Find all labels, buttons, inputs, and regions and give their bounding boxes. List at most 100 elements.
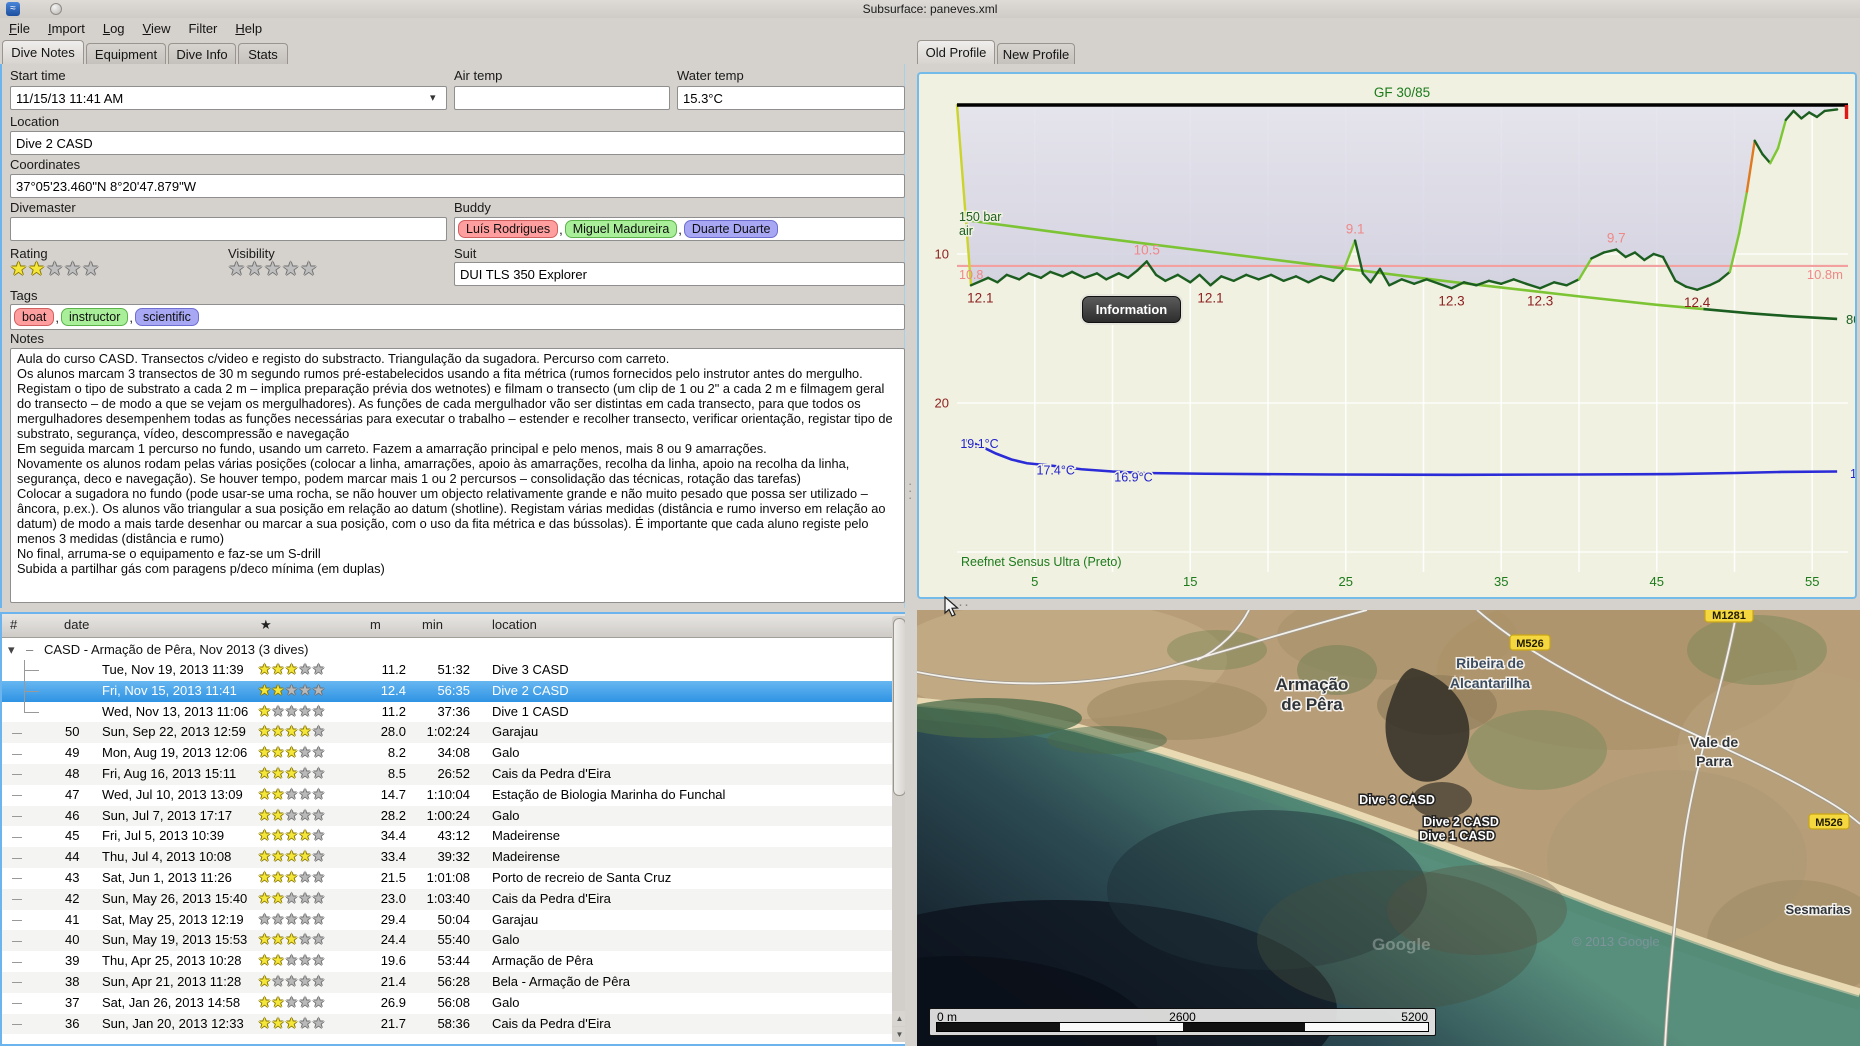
star-icon[interactable]: ★ xyxy=(46,259,65,280)
scale-segments xyxy=(936,1022,1429,1032)
menu-file[interactable]: File xyxy=(9,21,30,36)
buddy-field[interactable]: Luís Rodrigues, Miguel Madureira, Duarte D… xyxy=(454,217,905,241)
column-location[interactable]: location xyxy=(492,617,537,632)
tab-equipment[interactable]: Equipment xyxy=(86,43,166,64)
star-icon[interactable]: ★ xyxy=(10,259,29,280)
dive-duration: 55:40 xyxy=(437,932,470,948)
menu-view[interactable]: View xyxy=(142,21,171,36)
menu-import[interactable]: Import xyxy=(47,21,85,36)
dive-date: Sun, May 26, 2013 15:40 xyxy=(102,890,248,906)
map-place-label: Parra xyxy=(1696,753,1732,769)
dive-rating: ★★★★★ xyxy=(258,930,358,951)
dive-rating: ★★★★★ xyxy=(258,889,358,910)
dive-row[interactable]: 47 Wed, Jul 10, 2013 13:09 ★★★★★ 14.7 1:10:0… xyxy=(2,784,909,806)
tag-pill[interactable]: scientific xyxy=(135,308,199,326)
star-icon: ★ xyxy=(258,953,272,970)
dive-row[interactable]: 40 Sun, May 19, 2013 15:53 ★★★★★ 24.4 55:40 G… xyxy=(2,930,909,952)
star-icon[interactable]: ★ xyxy=(246,259,265,280)
dive-site-label: Dive 2 CASD xyxy=(1423,815,1499,829)
vertical-splitter[interactable]: · · · xyxy=(905,64,917,1046)
dive-row[interactable]: Tue, Nov 19, 2013 11:39 ★★★★★ 11.2 51:32 Div… xyxy=(2,660,909,681)
dive-rating: ★★★★★ xyxy=(258,702,358,723)
notes-field[interactable]: Aula do curso CASD. Transectos c/video e… xyxy=(10,348,905,603)
chart-label: 12.4 xyxy=(1684,295,1711,310)
tab-new-profile[interactable]: New Profile xyxy=(997,43,1075,64)
star-icon[interactable]: ★ xyxy=(64,259,83,280)
scroll-up-button[interactable]: ▲ xyxy=(892,1011,907,1026)
start-time-combo[interactable] xyxy=(10,86,447,110)
star-icon[interactable]: ★ xyxy=(228,259,247,280)
coordinates-field[interactable] xyxy=(10,174,905,198)
dive-row[interactable]: 37 Sat, Jan 26, 2013 14:58 ★★★★★ 26.9 56:08 G… xyxy=(2,992,909,1014)
location-field[interactable] xyxy=(10,131,905,155)
pill-separator: , xyxy=(559,221,563,237)
dive-duration: 58:36 xyxy=(437,1015,470,1031)
buddy-pill[interactable]: Miguel Madureira xyxy=(564,220,678,238)
dive-row[interactable]: Fri, Nov 15, 2013 11:41 ★★★★★ 12.4 56:35 Div… xyxy=(2,680,909,702)
column-number[interactable]: # xyxy=(10,617,18,632)
menu-filter[interactable]: Filter xyxy=(188,21,218,36)
buddy-pill[interactable]: Duarte Duarte xyxy=(683,220,779,238)
dive-row[interactable]: 45 Fri, Jul 5, 2013 10:39 ★★★★★ 34.4 43:12 Ma… xyxy=(2,826,909,848)
dive-date: Wed, Jul 10, 2013 13:09 xyxy=(102,786,243,802)
information-button[interactable]: Information xyxy=(1082,296,1181,323)
star-icon: ★ xyxy=(312,786,326,803)
trip-row[interactable]: ▾ – CASD - Armação de Pêra, Nov 2013 (3 d… xyxy=(2,639,909,660)
chart-label: 5 xyxy=(1031,574,1038,589)
tag-pill[interactable]: instructor xyxy=(60,308,129,326)
rating-stars[interactable]: ★★★★★ xyxy=(10,258,100,281)
tags-field[interactable]: boat, instructor, scientific xyxy=(10,304,905,330)
dive-row[interactable]: 49 Mon, Aug 19, 2013 12:06 ★★★★★ 8.2 34:08 Ga… xyxy=(2,743,909,764)
star-icon: ★ xyxy=(285,766,299,782)
column-depth[interactable]: m xyxy=(370,617,381,632)
column-rating[interactable]: ★ xyxy=(260,617,272,632)
dive-row[interactable]: 44 Thu, Jul 4, 2013 10:08 ★★★★★ 33.4 39:32 Ma… xyxy=(2,847,909,868)
dive-row[interactable]: 38 Sun, Apr 21, 2013 11:28 ★★★★★ 21.4 56:28 B… xyxy=(2,972,909,993)
tab-dive-info[interactable]: Dive Info xyxy=(168,43,236,64)
dive-row[interactable]: 50 Sun, Sep 22, 2013 12:59 ★★★★★ 28.0 1:02:2… xyxy=(2,722,909,744)
column-duration[interactable]: min xyxy=(422,617,443,632)
star-icon[interactable]: ★ xyxy=(282,259,301,280)
dive-row[interactable]: 43 Sat, Jun 1, 2013 11:26 ★★★★★ 21.5 1:01:08… xyxy=(2,868,909,889)
star-icon[interactable]: ★ xyxy=(264,259,283,280)
dive-row[interactable]: Wed, Nov 13, 2013 11:06 ★★★★★ 11.2 37:36 Div… xyxy=(2,701,909,723)
menu-help[interactable]: Help xyxy=(235,21,263,36)
dive-date: Sat, May 25, 2013 12:19 xyxy=(102,911,244,927)
dive-list-scrollbar[interactable]: ▲ ▼ xyxy=(892,616,907,1042)
chevron-down-icon[interactable]: ▾ xyxy=(430,92,436,104)
star-icon[interactable]: ★ xyxy=(82,259,101,280)
dive-row[interactable]: 39 Thu, Apr 25, 2013 10:28 ★★★★★ 19.6 53:44 A… xyxy=(2,951,909,972)
dive-row[interactable]: 41 Sat, May 25, 2013 12:19 ★★★★★ 29.4 50:04 G… xyxy=(2,909,909,931)
dive-depth: 19.6 xyxy=(380,953,406,969)
buddy-pill[interactable]: Luís Rodrigues xyxy=(458,220,559,238)
star-icon: ★ xyxy=(312,849,326,866)
dive-row[interactable]: 46 Sun, Jul 7, 2013 17:17 ★★★★★ 28.2 1:00:24… xyxy=(2,805,909,827)
dive-map[interactable]: Armação de Pêra Ribeira de Alcantarilha Vale… xyxy=(917,610,1860,1046)
tab-dive-notes[interactable]: Dive Notes xyxy=(2,40,84,64)
collapse-icon[interactable]: ▾ xyxy=(8,642,15,657)
visibility-stars[interactable]: ★★★★★ xyxy=(228,258,318,281)
tab-old-profile[interactable]: Old Profile xyxy=(917,40,995,64)
air-temp-field[interactable] xyxy=(454,86,670,110)
star-icon[interactable]: ★ xyxy=(28,259,47,280)
star-icon[interactable]: ★ xyxy=(300,259,319,280)
scroll-down-button[interactable]: ▼ xyxy=(892,1027,907,1042)
dive-row[interactable]: 36 Sun, Jan 20, 2013 12:33 ★★★★★ 21.7 58:36 C… xyxy=(2,1013,909,1035)
dive-depth: 23.0 xyxy=(380,890,406,906)
dive-location: Dive 1 CASD xyxy=(492,703,569,719)
dive-row[interactable]: 42 Sun, May 26, 2013 15:40 ★★★★★ 23.0 1:03:4… xyxy=(2,888,909,910)
suit-field[interactable] xyxy=(454,262,905,286)
dive-list-header[interactable]: # date ★ m min location xyxy=(2,614,909,638)
divemaster-field[interactable] xyxy=(10,217,447,241)
column-date[interactable]: date xyxy=(64,617,90,632)
star-icon: ★ xyxy=(298,932,312,949)
tab-stats[interactable]: Stats xyxy=(238,43,288,64)
menu-log[interactable]: Log xyxy=(102,21,125,36)
water-temp-field[interactable] xyxy=(677,86,905,110)
splitter-handle-dots[interactable]: ··· xyxy=(952,596,970,613)
pill-separator: , xyxy=(678,221,682,237)
dive-row[interactable]: 48 Fri, Aug 16, 2013 15:11 ★★★★★ 8.5 26:52 Ca… xyxy=(2,764,909,785)
chart-label: 17.4°C xyxy=(1037,463,1075,477)
tag-pill[interactable]: boat xyxy=(14,308,55,326)
dive-date: Sat, Jun 1, 2013 11:26 xyxy=(102,870,232,885)
